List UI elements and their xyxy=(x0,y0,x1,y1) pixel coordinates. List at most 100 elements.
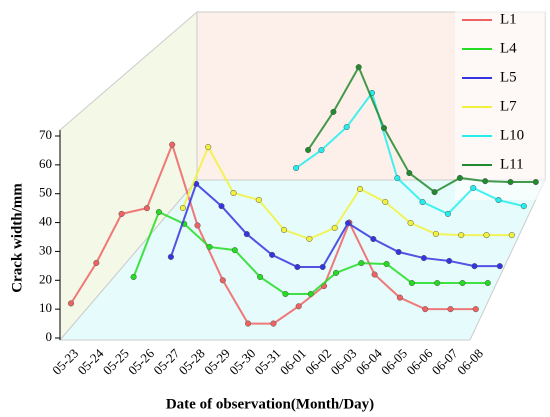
point xyxy=(396,294,403,301)
point xyxy=(532,178,539,186)
point xyxy=(167,253,174,260)
series-line xyxy=(307,64,536,194)
point xyxy=(356,185,364,192)
point xyxy=(383,260,390,268)
x-tick-label: 05-25 xyxy=(100,346,132,378)
legend-label: L1 xyxy=(500,11,517,27)
y-tick-label: 50 xyxy=(39,185,52,200)
y-tick-label: 70 xyxy=(39,127,52,142)
x-tick-label: 06-03 xyxy=(327,346,359,378)
point xyxy=(434,279,441,287)
series-line xyxy=(295,90,525,216)
x-tick-label: 06-07 xyxy=(429,345,461,377)
x-tick-label: 05-28 xyxy=(176,346,208,378)
point xyxy=(331,224,338,231)
point xyxy=(206,243,213,251)
y-tick-label: 20 xyxy=(39,271,52,286)
point xyxy=(93,259,100,267)
point xyxy=(257,273,264,281)
legend-label: L5 xyxy=(500,69,517,85)
legend-box xyxy=(455,8,545,200)
point xyxy=(406,170,413,177)
point xyxy=(219,277,226,284)
point xyxy=(495,196,502,204)
point xyxy=(281,226,288,233)
point xyxy=(507,178,514,186)
point xyxy=(471,263,478,270)
point xyxy=(332,269,340,276)
point xyxy=(355,64,362,71)
point xyxy=(394,175,401,182)
x-tick-label: 06-01 xyxy=(277,346,309,378)
point xyxy=(330,108,337,115)
point xyxy=(169,141,176,148)
legend-label: L10 xyxy=(500,127,524,143)
point xyxy=(319,263,326,271)
y-tick-label: 60 xyxy=(39,156,52,171)
point xyxy=(306,235,313,242)
point xyxy=(307,290,314,298)
point xyxy=(343,123,350,131)
point xyxy=(344,220,352,227)
point xyxy=(371,271,378,278)
point xyxy=(318,147,325,154)
point xyxy=(118,210,125,217)
point xyxy=(446,257,453,264)
legend-label: L4 xyxy=(500,40,517,56)
point xyxy=(295,303,302,310)
point xyxy=(408,279,415,287)
point xyxy=(270,320,277,327)
legend-label: L7 xyxy=(500,98,517,114)
point xyxy=(205,144,212,151)
point xyxy=(243,231,250,238)
point xyxy=(370,235,377,243)
point xyxy=(255,196,262,203)
point xyxy=(422,306,429,313)
point xyxy=(420,255,427,262)
point xyxy=(130,273,137,281)
point xyxy=(358,260,365,267)
x-tick-label: 05-31 xyxy=(252,346,284,378)
series-line xyxy=(169,182,500,269)
x-tick-label: 06-06 xyxy=(403,345,435,377)
x-tick-label: 05-27 xyxy=(150,345,182,377)
x-tick-label: 05-23 xyxy=(49,346,81,378)
point xyxy=(282,290,289,298)
point xyxy=(218,203,225,210)
x-tick-label: 05-29 xyxy=(201,346,233,378)
point xyxy=(432,230,439,238)
point xyxy=(470,184,477,191)
point xyxy=(431,189,438,196)
point xyxy=(380,124,388,132)
point xyxy=(293,164,300,172)
point xyxy=(269,251,276,258)
x-axis-title: Date of observation(Month/Day) xyxy=(166,396,374,412)
point xyxy=(508,232,515,239)
y-tick-label: 30 xyxy=(39,242,52,257)
point xyxy=(143,205,150,212)
y-tick-label: 40 xyxy=(39,214,52,229)
point xyxy=(458,232,465,239)
point xyxy=(444,210,451,217)
point xyxy=(382,198,389,205)
point xyxy=(483,232,490,239)
point xyxy=(419,199,426,206)
y-tick-label: 0 xyxy=(46,329,53,344)
x-tick-label: 05-24 xyxy=(74,345,106,377)
x-tick-label: 05-30 xyxy=(226,346,258,378)
point xyxy=(447,306,454,313)
y-tick-label: 10 xyxy=(39,300,52,315)
point xyxy=(245,320,252,327)
point xyxy=(179,204,186,212)
point xyxy=(231,247,238,254)
point xyxy=(155,208,162,216)
point xyxy=(67,300,75,307)
x-tick-label: 05-26 xyxy=(125,345,157,377)
y-axis-title: Crack width/mm xyxy=(9,183,25,293)
point xyxy=(407,219,414,227)
point xyxy=(472,306,479,313)
x-tick-label: 06-04 xyxy=(353,345,385,377)
x-tick-label: 06-02 xyxy=(302,346,334,378)
legend-label: L11 xyxy=(500,156,524,172)
point xyxy=(395,248,402,256)
